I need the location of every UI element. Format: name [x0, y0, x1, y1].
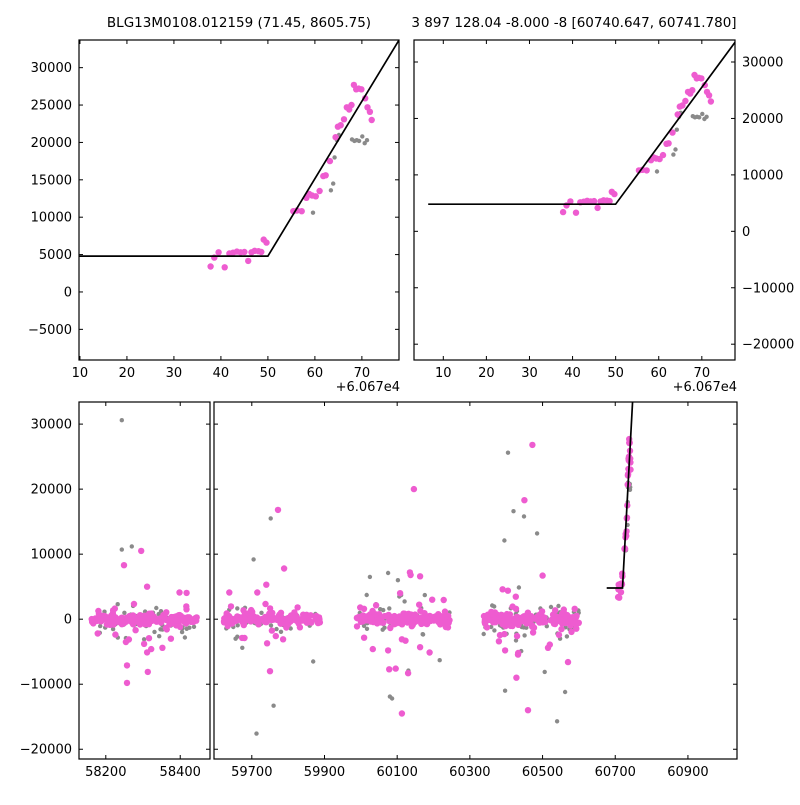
bottom-plot-y-tick-label: 10000 — [31, 548, 72, 563]
bottom-plot: 58200 58400 −20000 −10000 0 10000 20000 30000 59… — [20, 399, 800, 780]
top-right-plot-x-tick-label: 30 — [521, 366, 538, 381]
top-left-plot-x-tick-label: 40 — [213, 366, 230, 381]
top-right-plot-x-tick-label: 50 — [607, 366, 624, 381]
bottom-plot-x-tick-label: 58400 — [160, 765, 201, 780]
top-left-plot-y-tick-label: 5000 — [39, 248, 72, 263]
bottom-plot-y-tick-label: −20000 — [20, 743, 72, 758]
bottom-plot-x-tick-label: 59900 — [304, 765, 345, 780]
top-right-plot-y-tick-label: 20000 — [742, 112, 783, 127]
top-right-plot-x-tick-label: 10 — [435, 366, 452, 381]
top-left-plot-y-tick-label: 15000 — [31, 173, 72, 188]
top-left-plot-title: BLG13M0108.012159 (71.45, 8605.75) — [107, 15, 371, 31]
bottom-plot-y-tick-label: −10000 — [20, 678, 72, 693]
top-right-plot-y-tick-label: −10000 — [742, 281, 794, 296]
top-left-plot-y-tick-label: 10000 — [31, 211, 72, 226]
bottom-plot-y-tick-label: 20000 — [31, 483, 72, 498]
bottom-plot-y-tick-label: 0 — [64, 613, 72, 628]
bottom-plot-x-tick-label: 60700 — [595, 765, 636, 780]
top-right-plot-x-tick-label: 40 — [564, 366, 581, 381]
top-right-plot-x-tick-label: 60 — [650, 366, 667, 381]
bottom-plot-x-tick-label: 60300 — [449, 765, 490, 780]
top-left-plot-x-tick-label: 10 — [72, 366, 89, 381]
bottom-plot-x-tick-label: 60900 — [667, 765, 708, 780]
bottom-plot-x-tick-label: 59700 — [231, 765, 272, 780]
top-left-plot-x-tick-label: 60 — [307, 366, 324, 381]
top-right-plot-data-layer — [428, 41, 736, 216]
bottom-plot-data-layer — [89, 399, 800, 686]
top-left-plot-y-tick-label: 0 — [64, 285, 72, 300]
bottom-plot-y-tick-label: 30000 — [31, 418, 72, 433]
top-right-plot-x-tick-label: 70 — [694, 366, 711, 381]
top-right-plot-title: 3 897 128.04 -8.000 -8 [60740.647, 60741… — [411, 15, 736, 31]
top-left-plot-data-layer — [64, 39, 400, 270]
top-right-plot-y-tick-label: −20000 — [742, 338, 794, 353]
top-left-plot: 10 20 30 40 50 60 70 −5000 0 5000 10000 15000 20000 2… — [28, 39, 399, 381]
top-right-plot-y-tick-label: 10000 — [742, 168, 783, 183]
bottom-plot-x-tick-label: 58200 — [85, 765, 126, 780]
top-left-plot-y-tick-label: −5000 — [28, 323, 72, 338]
top-left-plot-x-tick-label: 30 — [166, 366, 183, 381]
top-left-plot-x-tick-label: 70 — [354, 366, 371, 381]
top-right-plot-y-tick-label: 30000 — [742, 56, 783, 71]
top-right-plot-y-tick-label: 0 — [742, 225, 750, 240]
top-left-plot-y-tick-label: 30000 — [31, 61, 72, 76]
top-right-plot-x-tick-label: 20 — [478, 366, 495, 381]
top-left-plot-x-tick-label: 50 — [260, 366, 277, 381]
top-left-x-offset-label: +6.067e4 — [336, 380, 400, 395]
bottom-plot-x-tick-label: 60100 — [376, 765, 417, 780]
top-right-plot: 10 20 30 40 50 60 70 −20000 −10000 0 10000 20000 300… — [414, 40, 794, 381]
top-left-plot-y-tick-label: 20000 — [31, 136, 72, 151]
bottom-plot-data-layer — [221, 399, 634, 735]
top-left-plot-x-tick-label: 20 — [119, 366, 136, 381]
bottom-plot-x-tick-label: 60500 — [522, 765, 563, 780]
top-right-x-offset-label: +6.067e4 — [673, 380, 737, 395]
top-left-plot-y-tick-label: 25000 — [31, 99, 72, 114]
